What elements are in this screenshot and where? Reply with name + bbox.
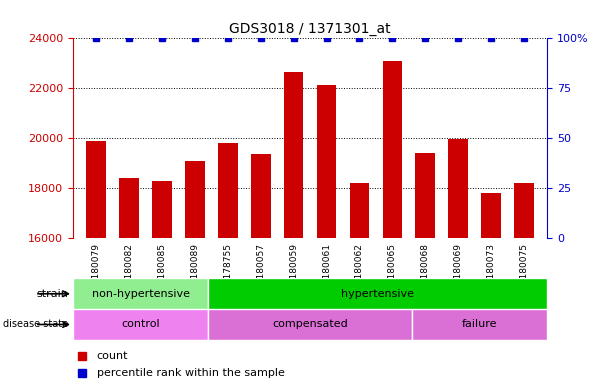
Title: GDS3018 / 1371301_at: GDS3018 / 1371301_at [229, 22, 391, 36]
Bar [250, 154, 271, 384]
Text: count: count [97, 351, 128, 361]
Bar [152, 180, 171, 384]
Bar [415, 153, 435, 384]
FancyBboxPatch shape [73, 278, 209, 309]
Bar [119, 178, 139, 384]
Bar [284, 72, 303, 384]
Bar [382, 61, 402, 384]
Text: control: control [122, 319, 160, 329]
FancyBboxPatch shape [412, 309, 547, 340]
Bar [218, 143, 238, 384]
Text: disease state: disease state [3, 319, 68, 329]
Text: percentile rank within the sample: percentile rank within the sample [97, 368, 285, 378]
Text: strain: strain [36, 289, 68, 299]
Bar [350, 183, 370, 384]
Text: compensated: compensated [272, 319, 348, 329]
Bar [448, 139, 468, 384]
FancyBboxPatch shape [73, 309, 209, 340]
Text: non-hypertensive: non-hypertensive [92, 289, 190, 299]
Text: failure: failure [461, 319, 497, 329]
Bar [86, 141, 106, 384]
Bar [482, 193, 501, 384]
FancyBboxPatch shape [209, 309, 412, 340]
FancyBboxPatch shape [209, 278, 547, 309]
Bar [317, 84, 336, 384]
Text: hypertensive: hypertensive [341, 289, 414, 299]
Bar [185, 161, 205, 384]
Bar [514, 183, 534, 384]
